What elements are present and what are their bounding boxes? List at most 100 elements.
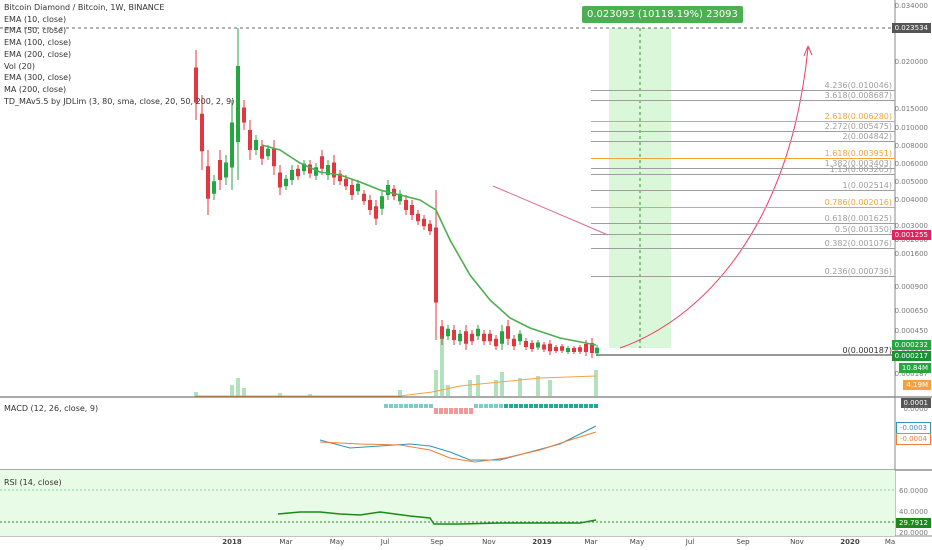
- volume-bar: [594, 370, 598, 396]
- time-axis-tick: Sep: [736, 538, 750, 546]
- candle-body: [572, 348, 576, 352]
- fib-level-label: 0.236(0.000736): [824, 267, 892, 276]
- macd-histogram-bar: [594, 404, 598, 408]
- macd-histogram-bar: [449, 408, 453, 414]
- candle-body: [434, 227, 438, 303]
- rsi-tick-40: 40.0000: [899, 508, 928, 516]
- candle-body: [374, 206, 378, 219]
- time-axis-tick: Jul: [380, 538, 390, 546]
- candle-body: [338, 173, 342, 182]
- fib-level-line[interactable]: [591, 121, 895, 122]
- fib-level-label: 0.5(0.001350): [834, 225, 892, 234]
- candle-body: [344, 178, 348, 187]
- macd-histogram-bar: [584, 404, 588, 408]
- rsi-band: [0, 470, 895, 536]
- candle-body: [452, 330, 456, 340]
- time-axis-tick: May: [629, 538, 645, 546]
- volume-bar: [434, 370, 438, 396]
- indicator-ema-10[interactable]: EMA (10, close): [4, 15, 67, 24]
- candle-body: [482, 333, 486, 342]
- price-axis-tick: 0.004000: [894, 196, 928, 204]
- volume-bar: [494, 380, 498, 396]
- macd-histogram-bar: [394, 404, 398, 408]
- candle-body: [272, 148, 276, 167]
- fib-level-line[interactable]: [591, 207, 895, 208]
- candle-body: [206, 166, 210, 199]
- time-axis-tick: Nov: [482, 538, 496, 546]
- rsi-value-badge: 29.7912: [896, 518, 931, 528]
- volume-badge-1: 10.84M: [898, 363, 931, 373]
- fib-level-line[interactable]: [591, 276, 895, 277]
- macd-histogram-bar: [384, 404, 388, 408]
- fib-level-line[interactable]: [591, 100, 895, 101]
- candle-body: [260, 146, 264, 159]
- indicator-ema-200[interactable]: EMA (200, close): [4, 50, 72, 59]
- candle-body: [248, 130, 252, 150]
- fib-level-label: 1.382(0.003403): [824, 159, 892, 168]
- macd-histogram-bar: [544, 404, 548, 408]
- symbol-title[interactable]: Bitcoin Diamond / Bitcoin, 1W, BINANCE: [4, 3, 165, 12]
- candle-body: [464, 331, 468, 344]
- fib-level-line[interactable]: [591, 141, 895, 142]
- macd-tick-zero: 0.0000: [903, 405, 929, 413]
- candle-body: [416, 213, 420, 222]
- macd-line: [319, 425, 597, 461]
- candle-body: [476, 328, 480, 337]
- fib-level-line[interactable]: [591, 248, 895, 249]
- price-axis-tick: 0.001600: [894, 250, 928, 258]
- rsi-title[interactable]: RSI (14, close): [4, 478, 62, 487]
- indicator-ma-200[interactable]: MA (200, close): [4, 85, 67, 94]
- candle-body: [362, 193, 366, 202]
- candle-body: [356, 183, 360, 192]
- volume-bar: [194, 392, 198, 396]
- time-axis-tick: Sep: [430, 538, 444, 546]
- macd-title[interactable]: MACD (12, 26, close, 9): [4, 404, 99, 413]
- volume-badge-2: 4.19M: [903, 380, 931, 390]
- fib-level-label: 0.786(0.002016): [824, 198, 892, 207]
- candle-body: [296, 168, 300, 177]
- volume-bar: [446, 385, 450, 396]
- macd-histogram-bar: [479, 404, 483, 408]
- indicator-ema-300[interactable]: EMA (300, close): [4, 73, 72, 82]
- fib-level-label: 0(0.000187): [842, 346, 892, 355]
- measure-tooltip: 0.023093 (10118.19%) 23093: [582, 6, 743, 23]
- candle-body: [224, 162, 228, 178]
- fib-level-line[interactable]: [591, 168, 895, 169]
- indicator-td-ma[interactable]: TD_MAv5.5 by JDLim (3, 80, sma, close, 2…: [4, 97, 235, 106]
- indicator-ema-50[interactable]: EMA (50, close): [4, 26, 67, 35]
- macd-histogram-bar: [559, 404, 563, 408]
- macd-histogram-bar: [409, 404, 413, 408]
- macd-badge-signal: -0.0004: [895, 433, 931, 445]
- fib-level-line[interactable]: [591, 223, 895, 224]
- volume-bar: [476, 375, 480, 396]
- chart-legend: Bitcoin Diamond / Bitcoin, 1W, BINANCE E…: [0, 0, 300, 110]
- candle-body: [230, 122, 234, 168]
- fib-level-line[interactable]: [591, 90, 895, 91]
- time-axis-tick: 2019: [532, 538, 552, 546]
- candle-body: [278, 172, 282, 188]
- indicator-volume[interactable]: Vol (20): [4, 62, 35, 71]
- candle-body: [595, 347, 599, 354]
- indicator-ema-100[interactable]: EMA (100, close): [4, 38, 72, 47]
- price-axis-tick: 0.000650: [894, 307, 928, 315]
- candle-body: [560, 346, 564, 351]
- candle-body: [518, 333, 522, 342]
- fib-level-line[interactable]: [591, 234, 895, 235]
- candle-body: [458, 333, 462, 342]
- fib-level-line[interactable]: [591, 131, 895, 132]
- fib-level-label: 2.618(0.006280): [824, 112, 892, 121]
- volume-bar: [398, 390, 402, 396]
- macd-signal-line: [319, 431, 597, 463]
- fib-level-line[interactable]: [591, 190, 895, 191]
- price-axis-tick: 0.015000: [894, 105, 928, 113]
- fib-level-line[interactable]: [591, 158, 895, 159]
- fib-level-line[interactable]: [591, 174, 895, 175]
- candle-body: [506, 326, 510, 339]
- candle-body: [578, 347, 582, 352]
- macd-histogram-bar: [519, 404, 523, 408]
- candle-body: [236, 66, 240, 142]
- macd-histogram-bar: [509, 404, 513, 408]
- fib-level-label: 0.618(0.001625): [824, 214, 892, 223]
- macd-histogram-bar: [489, 404, 493, 408]
